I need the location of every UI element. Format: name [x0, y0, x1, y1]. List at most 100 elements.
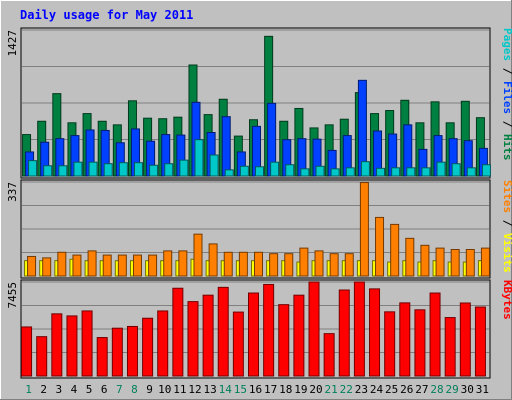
bar-kbytes-day-22 — [338, 289, 350, 377]
legend-label: Sites — [501, 180, 512, 213]
bar-kbytes-day-10 — [157, 310, 169, 377]
bar-kbytes-day-2 — [36, 336, 48, 377]
bar-pages-day-11 — [179, 159, 189, 177]
bar-sites-day-28 — [435, 247, 445, 277]
bar-sites-day-3 — [57, 251, 67, 277]
bar-sites-day-29 — [450, 249, 460, 277]
bar-kbytes-day-30 — [459, 302, 471, 377]
bar-sites-day-15 — [238, 251, 248, 277]
bar-kbytes-day-16 — [248, 292, 259, 377]
bar-kbytes-day-3 — [51, 313, 63, 377]
bar-pages-day-15 — [239, 165, 249, 177]
bar-sites-day-8 — [132, 254, 142, 277]
bar-kbytes-day-8 — [126, 325, 138, 377]
bar-files-day-14 — [221, 116, 231, 177]
bar-pages-day-6 — [103, 163, 113, 177]
legend-label: Pages — [501, 28, 512, 61]
bar-kbytes-day-25 — [384, 311, 396, 377]
bar-kbytes-day-13 — [202, 294, 214, 377]
x-tick-label-day-20: 20 — [309, 383, 322, 396]
bar-sites-day-13 — [208, 243, 218, 277]
bar-pages-day-4 — [73, 161, 83, 177]
x-tick-label-day-6: 6 — [101, 383, 108, 396]
bar-pages-day-16 — [255, 166, 264, 177]
panel-visits_sites-legend: Sites / Visits — [501, 180, 512, 273]
x-tick-label-day-2: 2 — [40, 383, 47, 396]
bar-kbytes-day-15 — [232, 311, 244, 377]
panel-kbytes-legend: KBytes — [501, 280, 512, 320]
bar-kbytes-day-24 — [369, 288, 381, 377]
bar-pages-day-8 — [133, 162, 143, 177]
bar-kbytes-day-27 — [414, 309, 426, 377]
bar-sites-day-20 — [314, 250, 324, 277]
bar-sites-day-1 — [27, 255, 37, 277]
bar-kbytes-day-28 — [429, 292, 441, 377]
bar-sites-day-10 — [163, 250, 173, 277]
bar-sites-day-5 — [87, 250, 97, 277]
x-tick-label-day-9: 9 — [146, 383, 153, 396]
x-tick-label-day-16: 16 — [249, 383, 262, 396]
x-tick-label-day-21: 21 — [325, 383, 338, 396]
x-tick-label-day-18: 18 — [279, 383, 292, 396]
bar-sites-day-31 — [480, 247, 490, 277]
bar-kbytes-day-5 — [81, 310, 93, 377]
bar-kbytes-day-31 — [474, 306, 486, 377]
bar-pages-day-13 — [209, 154, 219, 177]
bar-sites-day-4 — [72, 254, 82, 277]
bar-sites-day-6 — [102, 254, 112, 277]
bar-kbytes-day-1 — [21, 326, 33, 377]
bar-pages-day-5 — [88, 161, 98, 177]
x-tick-label-day-11: 11 — [173, 383, 186, 396]
bar-kbytes-day-7 — [111, 327, 123, 377]
x-tick-label-day-25: 25 — [385, 383, 398, 396]
bar-sites-day-2 — [42, 257, 52, 277]
bar-sites-day-9 — [148, 254, 158, 277]
bar-pages-day-21 — [330, 168, 340, 177]
x-tick-label-day-31: 31 — [476, 383, 489, 396]
legend-label: KBytes — [501, 280, 512, 320]
bar-pages-day-10 — [164, 163, 174, 177]
x-tick-label-day-19: 19 — [294, 383, 307, 396]
bar-kbytes-day-4 — [66, 315, 78, 377]
bar-kbytes-day-23 — [353, 281, 365, 377]
panel-kbytes-ymax-label: 7455 — [6, 282, 19, 309]
bar-pages-day-2 — [43, 165, 53, 177]
bar-pages-day-14 — [224, 169, 234, 177]
x-tick-label-day-8: 8 — [131, 383, 138, 396]
bar-pages-day-24 — [376, 167, 386, 177]
legend-label: Hits — [501, 134, 512, 161]
x-tick-label-day-5: 5 — [86, 383, 93, 396]
x-tick-label-day-4: 4 — [71, 383, 78, 396]
bar-sites-day-16 — [254, 251, 263, 277]
panel-visits_sites-ymax-label: 337 — [6, 182, 19, 202]
bar-pages-day-30 — [466, 167, 476, 177]
x-tick-label-day-22: 22 — [340, 383, 353, 396]
bar-pages-day-17 — [270, 161, 280, 177]
bar-sites-day-19 — [299, 247, 309, 277]
panel-hits_files_pages-legend: Pages / Files / Hits — [501, 28, 512, 161]
bar-pages-day-22 — [345, 167, 355, 177]
bar-kbytes-day-18 — [278, 304, 290, 377]
x-tick-label-day-29: 29 — [446, 383, 459, 396]
legend-label: / — [501, 114, 512, 134]
x-tick-label-day-13: 13 — [203, 383, 216, 396]
bar-pages-day-1 — [28, 160, 38, 177]
bar-sites-day-24 — [375, 216, 385, 277]
x-tick-label-day-26: 26 — [400, 383, 413, 396]
bar-sites-day-30 — [465, 249, 475, 277]
bar-kbytes-day-19 — [293, 294, 305, 377]
bar-kbytes-day-6 — [96, 337, 108, 377]
x-tick-label-day-3: 3 — [56, 383, 63, 396]
bar-sites-day-11 — [178, 250, 188, 277]
x-tick-label-day-27: 27 — [415, 383, 428, 396]
x-tick-label-day-14: 14 — [219, 383, 233, 396]
bar-sites-day-21 — [329, 253, 339, 277]
bar-pages-day-26 — [406, 167, 416, 177]
legend-label: / — [501, 61, 512, 81]
bar-sites-day-22 — [344, 253, 354, 277]
bar-pages-day-19 — [300, 168, 310, 177]
bar-pages-day-7 — [118, 162, 128, 177]
legend-label: Files — [501, 81, 512, 114]
